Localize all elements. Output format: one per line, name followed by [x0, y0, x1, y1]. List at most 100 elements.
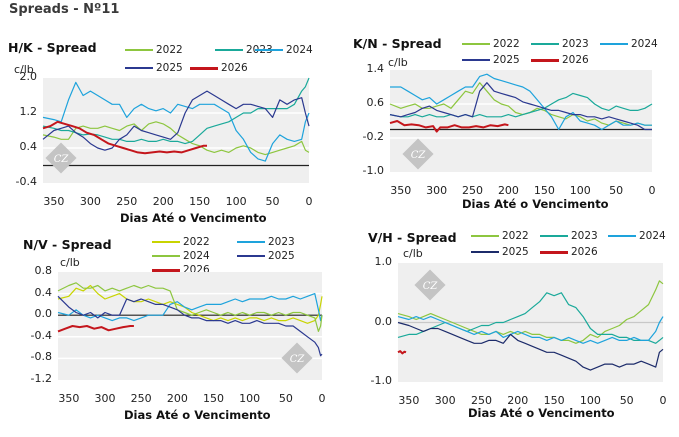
legend-swatch — [125, 67, 153, 69]
x-tick-label: 350 — [43, 195, 65, 208]
y-tick-label: 1.4 — [366, 62, 385, 75]
legend-label: 2023 — [562, 38, 589, 50]
y-tick-label: 2.0 — [19, 70, 38, 83]
x-tick-label: 50 — [278, 392, 293, 405]
y-tick-label: 0.6 — [366, 96, 385, 109]
series-line-2024 — [390, 73, 652, 131]
series-line-2024 — [42, 81, 310, 162]
series-line-2025 — [397, 321, 664, 371]
x-axis-label: Dias Até o Vencimento — [462, 197, 609, 211]
legend-label: 2022 — [156, 44, 183, 56]
y-axis-unit: c/lb — [60, 256, 80, 269]
legend-item-2023: 2023 — [540, 230, 598, 242]
x-tick-label: 50 — [619, 394, 634, 407]
series-line-2024 — [57, 282, 323, 333]
x-tick-label: 250 — [130, 392, 152, 405]
legend-label: 2026 — [221, 62, 248, 74]
legend-item-2022: 2022 — [125, 44, 183, 56]
legend-swatch — [237, 255, 265, 257]
legend-item-2025: 2025 — [237, 250, 295, 262]
x-tick-label: 300 — [79, 195, 101, 208]
x-tick-label: 150 — [189, 195, 211, 208]
chart-title: K/N - Spread — [353, 36, 442, 51]
x-tick-label: 350 — [390, 184, 412, 197]
legend-item-2024: 2024 — [255, 44, 313, 56]
legend-label: 2022 — [183, 236, 210, 248]
series-line-2022 — [397, 280, 664, 344]
y-tick-label: 0.4 — [34, 285, 53, 299]
x-tick-label: 150 — [203, 392, 224, 405]
legend-label: 2024 — [631, 38, 658, 50]
legend-swatch — [237, 241, 265, 243]
plot-area: CZ — [389, 70, 653, 172]
legend-label: 2022 — [493, 38, 520, 50]
legend-label: 2022 — [502, 230, 529, 242]
series-line-2022 — [57, 284, 323, 324]
watermark-text: CZ — [411, 150, 427, 161]
legend-swatch — [152, 255, 180, 257]
legend-item-2025: 2025 — [471, 246, 529, 258]
legend-swatch — [600, 43, 628, 45]
legend-label: 2026 — [571, 246, 598, 258]
x-tick-label: 200 — [166, 392, 188, 405]
y-axis-unit: c/lb — [14, 63, 34, 76]
chart-title: V/H - Spread — [368, 230, 457, 245]
legend-item-2023: 2023 — [237, 236, 295, 248]
x-tick-label: 100 — [569, 184, 591, 197]
series-line-2025 — [57, 295, 323, 357]
x-tick-label: 150 — [543, 394, 565, 407]
watermark-diamond — [402, 138, 434, 170]
legend-item-2026: 2026 — [540, 246, 598, 258]
legend-item-2022: 2022 — [462, 38, 520, 50]
x-tick-label: 100 — [239, 392, 261, 405]
series-line-2026 — [57, 325, 134, 333]
y-tick-label: 0.0 — [374, 314, 393, 328]
legend-label: 2023 — [268, 236, 295, 248]
x-tick-label: 350 — [58, 392, 80, 405]
watermark-text: CZ — [54, 154, 70, 165]
watermark-diamond — [45, 142, 77, 174]
x-tick-label: 250 — [116, 195, 138, 208]
x-tick-label: 50 — [609, 184, 624, 197]
legend-label: 2026 — [562, 54, 589, 66]
legend-swatch — [531, 58, 559, 62]
legend-label: 2025 — [502, 246, 529, 258]
page-title: Spreads - Nº11 — [9, 2, 120, 17]
watermark-diamond — [281, 342, 313, 374]
legend-swatch — [540, 250, 568, 254]
y-tick-label: 1.2 — [19, 105, 38, 118]
legend-item-2024: 2024 — [600, 38, 658, 50]
plot-area: CZ — [57, 272, 323, 380]
legend-label: 2024 — [639, 230, 666, 242]
legend-label: 2023 — [571, 230, 598, 242]
legend-item-2024: 2024 — [152, 250, 210, 262]
legend-item-2025: 2025 — [125, 62, 183, 74]
series-line-2026 — [397, 350, 407, 355]
x-tick-label: 250 — [462, 184, 484, 197]
x-tick-label: 0 — [305, 195, 313, 208]
y-tick-label: 0.8 — [34, 264, 53, 277]
legend-label: 2025 — [156, 62, 183, 74]
legend-label: 2024 — [183, 250, 210, 262]
x-tick-label: 200 — [507, 394, 529, 407]
x-tick-label: 300 — [434, 394, 456, 407]
y-tick-label: -1.2 — [30, 372, 52, 385]
x-tick-label: 50 — [265, 195, 280, 208]
legend-swatch — [255, 49, 283, 51]
watermark-logo-icon: CZ — [414, 269, 446, 301]
legend-item-2022: 2022 — [152, 236, 210, 248]
plot-area: CZ — [397, 263, 664, 382]
x-tick-label: 100 — [225, 195, 247, 208]
legend-swatch — [190, 66, 218, 70]
series-line-2023 — [389, 92, 653, 118]
watermark-logo-icon: CZ — [45, 142, 77, 174]
legend-swatch — [531, 43, 559, 45]
x-tick-label: 300 — [94, 392, 116, 405]
x-tick-label: 0 — [659, 394, 667, 407]
legend-swatch — [125, 49, 153, 51]
y-tick-label: -0.4 — [30, 328, 52, 342]
series-line-2025 — [389, 82, 652, 131]
legend-swatch — [471, 235, 499, 237]
legend-item-2025: 2025 — [462, 54, 520, 66]
x-tick-label: 250 — [470, 394, 492, 407]
